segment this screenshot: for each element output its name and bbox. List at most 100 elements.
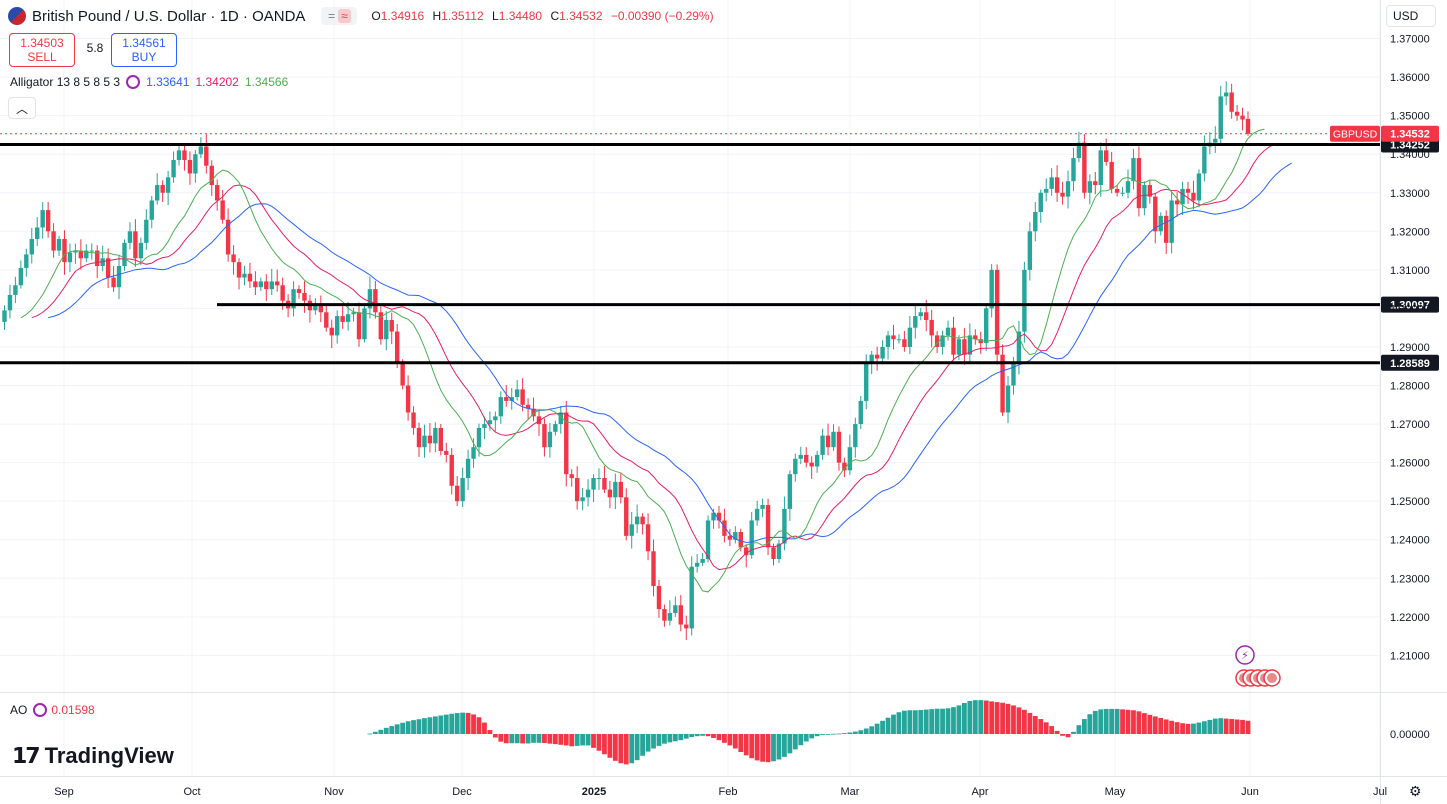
ao-bar [411, 720, 416, 734]
candle-body [122, 242, 127, 267]
time-label: May [1105, 786, 1126, 798]
ao-bar [471, 714, 476, 734]
sell-price: 1.34503 [20, 36, 64, 50]
candle-body [400, 362, 405, 386]
candle-body [56, 239, 62, 251]
candle-body [127, 231, 133, 243]
price-tick: 1.29000 [1390, 342, 1430, 354]
ao-bar [1207, 719, 1213, 734]
price-tick: 1.33000 [1390, 188, 1430, 200]
alligator-legend[interactable]: Alligator 13 8 5 8 5 3 1.33641 1.34202 1… [10, 75, 288, 89]
ao-bar [1136, 711, 1142, 734]
candle-body [345, 314, 351, 322]
candle-body [7, 294, 13, 311]
lightning-glyph: ⚡ [1241, 649, 1249, 662]
ao-bar [1229, 719, 1235, 734]
candle-body [1000, 354, 1005, 413]
indicator-name: Alligator 13 8 5 8 5 3 [10, 75, 121, 89]
candle-body [700, 558, 705, 563]
ao-bar [503, 734, 509, 744]
candle-body [24, 254, 29, 268]
candle-body [1191, 192, 1196, 201]
candle-body [836, 431, 842, 463]
level-label-text: 1.28589 [1390, 358, 1430, 370]
ao-bar [798, 734, 804, 746]
gear-icon[interactable]: ⚙ [1409, 783, 1422, 799]
candle-body [438, 427, 444, 452]
sell-button[interactable]: 1.34503 SELL [9, 33, 75, 67]
candle-body [394, 331, 400, 363]
ao-bar [525, 734, 531, 744]
candle-body [831, 431, 836, 448]
change-value: −0.00390 (−0.29%) [610, 9, 714, 23]
candle-body [18, 267, 24, 286]
candle-body [247, 273, 253, 282]
candle-body [1218, 96, 1223, 139]
candle-body [1245, 118, 1251, 134]
candle-body [864, 362, 869, 401]
sell-label: SELL [27, 50, 57, 64]
ao-bar [1174, 722, 1180, 734]
ao-bar [672, 734, 678, 742]
ao-bar [1071, 731, 1076, 734]
candle-body [929, 319, 934, 336]
ao-bar [623, 734, 629, 765]
ao-bar [694, 734, 700, 737]
candle-body [913, 316, 918, 328]
ao-bar [1049, 726, 1055, 734]
candle-body [656, 585, 662, 610]
candle-body [1033, 212, 1038, 232]
candle-body [1087, 181, 1093, 193]
candle-body [1049, 177, 1054, 189]
collapse-legend-button[interactable]: ︿ [8, 97, 36, 119]
candle-body [793, 458, 798, 475]
candle-body [525, 404, 531, 409]
candle-body [574, 478, 580, 502]
candle-body [711, 512, 716, 521]
candle-body [940, 335, 945, 347]
ao-bar [847, 732, 853, 734]
candle-body [602, 478, 607, 490]
tradingview-logo[interactable]: 𝟭𝟳 TradingView [12, 743, 174, 769]
market-status-pill[interactable]: = ≈ [321, 7, 358, 25]
candle-body [313, 304, 318, 311]
candle-body [264, 281, 269, 290]
ao-bar [400, 722, 406, 734]
candle-body [318, 304, 324, 313]
gbp-usd-flag-icon [8, 7, 26, 25]
ao-bar [983, 700, 989, 734]
tv-logo-icon: 𝟭𝟳 [12, 743, 41, 768]
indicator-settings-icon[interactable] [126, 75, 141, 89]
ao-bar [1240, 719, 1245, 734]
candle-body [613, 481, 618, 498]
candle-body [973, 335, 978, 340]
ao-bar [520, 734, 526, 744]
candle-body [716, 512, 722, 521]
ao-bar [552, 734, 558, 745]
candle-body [1202, 146, 1207, 174]
currency-selector[interactable]: USD [1386, 5, 1436, 27]
candle-body [634, 516, 640, 525]
candle-body [89, 250, 94, 252]
ao-legend[interactable]: AO 0.01598 [10, 703, 95, 717]
candle-body [564, 412, 569, 475]
high-value: 1.35112 [441, 9, 484, 23]
ao-bar [1000, 702, 1005, 734]
candle-body [476, 427, 482, 448]
candle-body [95, 250, 100, 267]
buy-button[interactable]: 1.34561 BUY [111, 33, 177, 67]
ao-settings-icon[interactable] [33, 703, 48, 717]
candle-body [215, 185, 220, 201]
ao-bar [1027, 712, 1033, 734]
candle-body [1114, 188, 1120, 193]
candle-body [176, 150, 182, 160]
level-label-text: 1.30097 [1390, 300, 1430, 312]
candle-body [422, 435, 427, 448]
candle-body [673, 605, 678, 613]
candle-body [384, 319, 389, 340]
ao-bar [923, 709, 929, 734]
candle-body [487, 420, 493, 425]
symbol-title[interactable]: British Pound / U.S. Dollar · 1D · OANDA [32, 7, 306, 25]
us-flag-fill [1267, 673, 1277, 683]
